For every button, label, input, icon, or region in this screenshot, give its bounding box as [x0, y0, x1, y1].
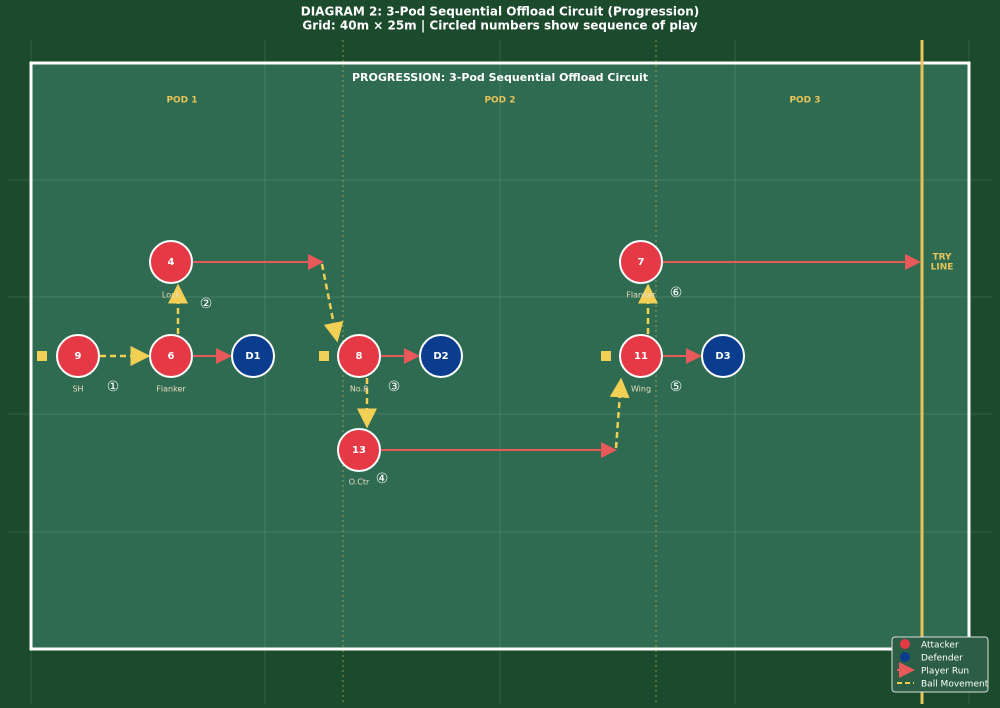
legend-label: Attacker — [921, 641, 959, 651]
sequence-number: ④ — [376, 471, 389, 487]
sequence: ① ② ③ ④ ⑤ ⑥ — [107, 285, 683, 487]
player-role: Flanker — [156, 385, 186, 394]
player-number: 7 — [638, 257, 645, 268]
player-role: No.8 — [350, 385, 368, 394]
player-number: 9 — [75, 351, 82, 362]
arrows — [100, 254, 921, 458]
cones — [37, 351, 611, 361]
defenders: D1 D2 D3 — [231, 334, 745, 378]
defender-label: D1 — [245, 351, 260, 362]
player-number: 6 — [168, 351, 175, 362]
pod-label: POD 3 — [789, 96, 820, 106]
player-role: Flanker — [626, 291, 656, 300]
sequence-number: ⑤ — [670, 379, 683, 395]
sequence-number: ⑥ — [670, 285, 683, 301]
player-number: 13 — [352, 445, 366, 456]
legend: Attacker Defender Player Run Ball Moveme… — [891, 636, 989, 693]
sequence-number: ③ — [388, 379, 401, 395]
pod-label: POD 1 — [166, 96, 197, 106]
legend-label: Ball Movement — [921, 680, 989, 690]
title: DIAGRAM 2: 3-Pod Sequential Offload Circ… — [301, 5, 700, 19]
defender-label: D3 — [715, 351, 730, 362]
player-role: Lock — [162, 291, 181, 300]
player-role: O.Ctr — [349, 478, 370, 487]
player-number: 4 — [168, 257, 175, 268]
sequence-number: ① — [107, 379, 120, 395]
defender-label: D2 — [433, 351, 448, 362]
pod-label: POD 2 — [484, 96, 515, 106]
try-line-label: TRY — [932, 253, 952, 263]
legend-label: Defender — [921, 654, 963, 664]
sequence-number: ② — [200, 296, 213, 312]
subtitle: Grid: 40m × 25m | Circled numbers show s… — [302, 19, 697, 33]
try-line-label: LINE — [931, 263, 954, 273]
legend-label: Player Run — [921, 667, 969, 677]
field-title: PROGRESSION: 3-Pod Sequential Offload Ci… — [352, 71, 648, 84]
player-role: Wing — [631, 385, 651, 394]
player-number: 8 — [356, 351, 363, 362]
player-role: SH — [72, 385, 83, 394]
player-number: 11 — [634, 351, 648, 362]
